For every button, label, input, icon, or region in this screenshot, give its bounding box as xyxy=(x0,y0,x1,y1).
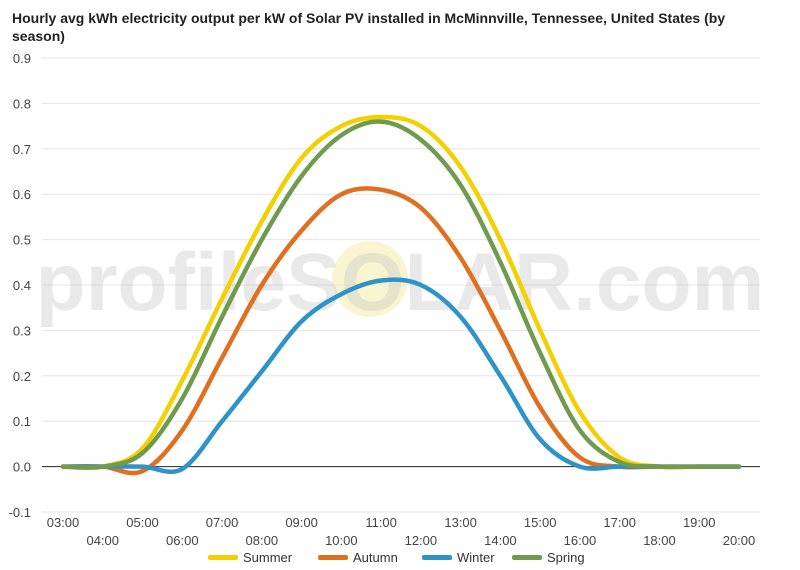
y-tick-label: 0.9 xyxy=(13,51,31,66)
x-tick-label: 16:00 xyxy=(564,533,597,548)
legend-swatch xyxy=(318,555,348,560)
legend-swatch xyxy=(208,555,238,560)
legend-swatch xyxy=(512,555,542,560)
y-tick-label: -0.1 xyxy=(9,505,31,520)
x-tick-label: 14:00 xyxy=(484,533,517,548)
x-tick-label: 13:00 xyxy=(444,515,477,530)
y-tick-label: 0.6 xyxy=(13,187,31,202)
legend-label: Winter xyxy=(457,550,495,565)
series-line-summer xyxy=(60,114,742,471)
x-tick-label: 12:00 xyxy=(405,533,438,548)
y-tick-label: 0.0 xyxy=(13,460,31,475)
x-tick-label: 08:00 xyxy=(246,533,279,548)
x-tick-label: 04:00 xyxy=(86,533,119,548)
x-tick-label: 03:00 xyxy=(47,515,80,530)
legend-swatch xyxy=(422,555,452,560)
watermark-text: profileSOLAR.com xyxy=(36,237,765,328)
x-tick-label: 20:00 xyxy=(723,533,756,548)
y-tick-label: 0.8 xyxy=(13,96,31,111)
x-tick-label: 15:00 xyxy=(524,515,557,530)
x-tick-label: 11:00 xyxy=(365,515,397,530)
x-tick-label: 17:00 xyxy=(603,515,636,530)
chart-title: Hourly avg kWh electricity output per kW… xyxy=(12,10,726,44)
x-axis: 03:00 04:00 05:00 06:00 07:00 08:00 09:00 10:00… xyxy=(47,515,756,548)
x-tick-label: 19:00 xyxy=(683,515,716,530)
y-tick-label: 0.1 xyxy=(13,414,31,429)
x-tick-label: 07:00 xyxy=(206,515,239,530)
y-axis: -0.1 0.0 0.1 0.2 0.3 0.4 0.5 0.6 0.7 0.8 0.9 xyxy=(9,51,31,520)
y-tick-label: 0.3 xyxy=(13,323,31,338)
x-tick-label: 10:00 xyxy=(325,533,358,548)
series-layer xyxy=(60,114,742,476)
series-line-winter xyxy=(60,277,742,475)
x-tick-label: 09:00 xyxy=(285,515,318,530)
x-tick-label: 06:00 xyxy=(166,533,199,548)
y-tick-label: 0.7 xyxy=(13,142,31,157)
legend: Summer Autumn Winter Spring xyxy=(0,549,800,569)
watermark-sun-icon xyxy=(332,241,408,317)
y-tick-label: 0.2 xyxy=(13,369,31,384)
legend-label: Autumn xyxy=(353,550,398,565)
watermark: profileSOLAR.com xyxy=(36,237,765,328)
y-tick-label: 0.4 xyxy=(13,278,31,293)
x-tick-label: 18:00 xyxy=(643,533,676,548)
y-tick-label: 0.5 xyxy=(13,233,31,248)
legend-label: Summer xyxy=(243,550,293,565)
series-line-spring xyxy=(60,119,742,470)
x-tick-label: 05:00 xyxy=(126,515,159,530)
legend-label: Spring xyxy=(547,550,585,565)
